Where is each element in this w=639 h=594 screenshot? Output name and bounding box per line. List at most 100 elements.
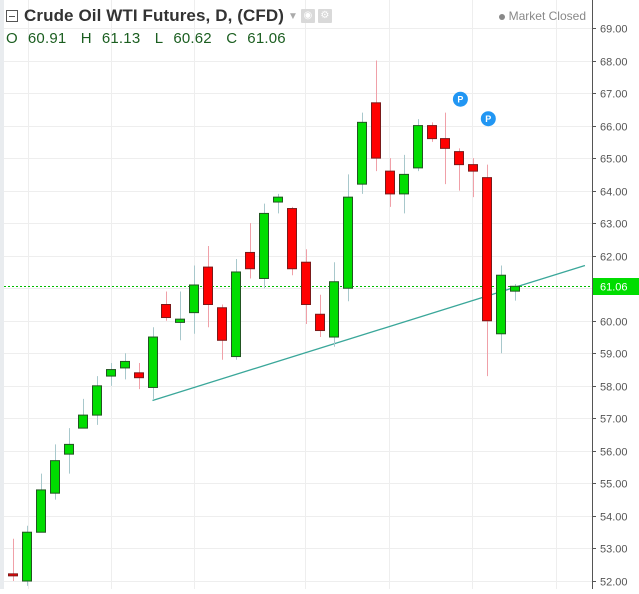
candle[interactable] [36, 473, 46, 533]
candle-body [385, 170, 395, 195]
candle-body [301, 261, 311, 306]
candle[interactable] [64, 428, 74, 474]
candle-body [36, 489, 46, 533]
candle-body [8, 573, 18, 577]
candle[interactable] [231, 258, 241, 360]
candle-body [343, 196, 353, 289]
candle-body [259, 212, 269, 279]
candle[interactable] [427, 122, 437, 142]
candle-body [315, 313, 325, 332]
candle-body [175, 318, 185, 323]
candle-body [273, 196, 283, 203]
candle-body [148, 336, 158, 388]
candle-body [329, 281, 339, 338]
candle[interactable] [496, 265, 506, 354]
candle[interactable] [189, 265, 199, 334]
candle-body [64, 443, 74, 455]
event-marker-icon[interactable] [480, 111, 496, 127]
axis-tick-label: 62.00 [600, 252, 628, 264]
eye-icon[interactable]: ◉ [300, 9, 315, 23]
axis-tick-label: 66.00 [600, 122, 628, 134]
candle[interactable] [440, 112, 450, 185]
candle-body [427, 125, 437, 140]
candle-body [357, 121, 367, 185]
axis-tick-label: 68.00 [600, 57, 628, 69]
axis-tick-label: 67.00 [600, 89, 628, 101]
candle-body [231, 271, 241, 358]
high-value: H 61.13 [80, 30, 141, 47]
candle-body [482, 177, 492, 322]
ohlc-values: O 60.91 H 61.13 L 60.62 C 61.06 [6, 30, 332, 47]
candle[interactable] [329, 262, 339, 347]
left-border [0, 0, 4, 589]
candle-body [189, 284, 199, 314]
candle-body [217, 307, 227, 341]
candle[interactable] [482, 164, 492, 377]
candle[interactable] [148, 327, 158, 399]
open-value: O 60.91 [6, 30, 67, 47]
candle-body [496, 274, 506, 335]
candle-body [120, 360, 130, 369]
current-price-badge [593, 278, 639, 295]
candle-body [287, 208, 297, 270]
candle-body [371, 102, 381, 159]
event-marker-icon[interactable] [452, 91, 468, 107]
candle[interactable] [510, 284, 520, 301]
candle[interactable] [357, 112, 367, 194]
candle-body [399, 173, 409, 195]
axis-tick-label: 57.00 [600, 414, 628, 426]
axis-tick-label: 60.00 [600, 317, 628, 329]
caret-down-icon[interactable]: ▼ [287, 10, 298, 22]
candle-body [50, 460, 60, 494]
candle-body [106, 369, 116, 377]
candle-body [413, 125, 423, 169]
candle[interactable] [413, 119, 423, 172]
collapse-icon[interactable] [6, 10, 18, 22]
candle[interactable] [301, 249, 311, 325]
axis-tick-label: 65.00 [600, 154, 628, 166]
candle[interactable] [8, 538, 18, 582]
candle[interactable] [454, 148, 464, 191]
candle[interactable] [371, 60, 381, 172]
candle[interactable] [468, 158, 478, 198]
candle-body [454, 151, 464, 166]
candle[interactable] [22, 525, 32, 586]
candle[interactable] [385, 158, 395, 207]
candle-body [440, 138, 450, 149]
candle-body [161, 304, 171, 319]
candle[interactable] [134, 363, 144, 390]
candle-body [468, 164, 478, 172]
chart-title: Crude Oil WTI Futures, D, (CFD) [24, 6, 284, 25]
axis-tick-label: 58.00 [600, 382, 628, 394]
candle[interactable] [175, 291, 185, 341]
candle-body [78, 414, 88, 429]
candle[interactable] [273, 193, 283, 214]
candle[interactable] [106, 363, 116, 386]
candle[interactable] [315, 294, 325, 338]
event-marker-label: P [485, 114, 491, 124]
candle-body [510, 285, 520, 292]
candle[interactable] [50, 444, 60, 500]
axis-tick-label: 54.00 [600, 512, 628, 524]
candle[interactable] [78, 398, 88, 429]
candle[interactable] [161, 291, 171, 321]
axis-tick-label: 55.00 [600, 479, 628, 491]
candle[interactable] [245, 223, 255, 279]
candle[interactable] [259, 203, 269, 289]
status-dot-icon [498, 13, 505, 20]
candle[interactable] [287, 206, 297, 276]
event-marker-label: P [457, 95, 463, 105]
candle[interactable] [399, 154, 409, 214]
gear-icon[interactable]: ⚙ [317, 9, 332, 23]
close-value: C 61.06 [226, 30, 286, 47]
axis-tick-label: 69.00 [600, 24, 628, 36]
candle[interactable] [120, 353, 130, 380]
candle[interactable] [343, 174, 353, 302]
candle[interactable] [92, 376, 102, 425]
candle[interactable] [203, 245, 213, 328]
candle-body [92, 385, 102, 416]
candle[interactable] [217, 304, 227, 360]
